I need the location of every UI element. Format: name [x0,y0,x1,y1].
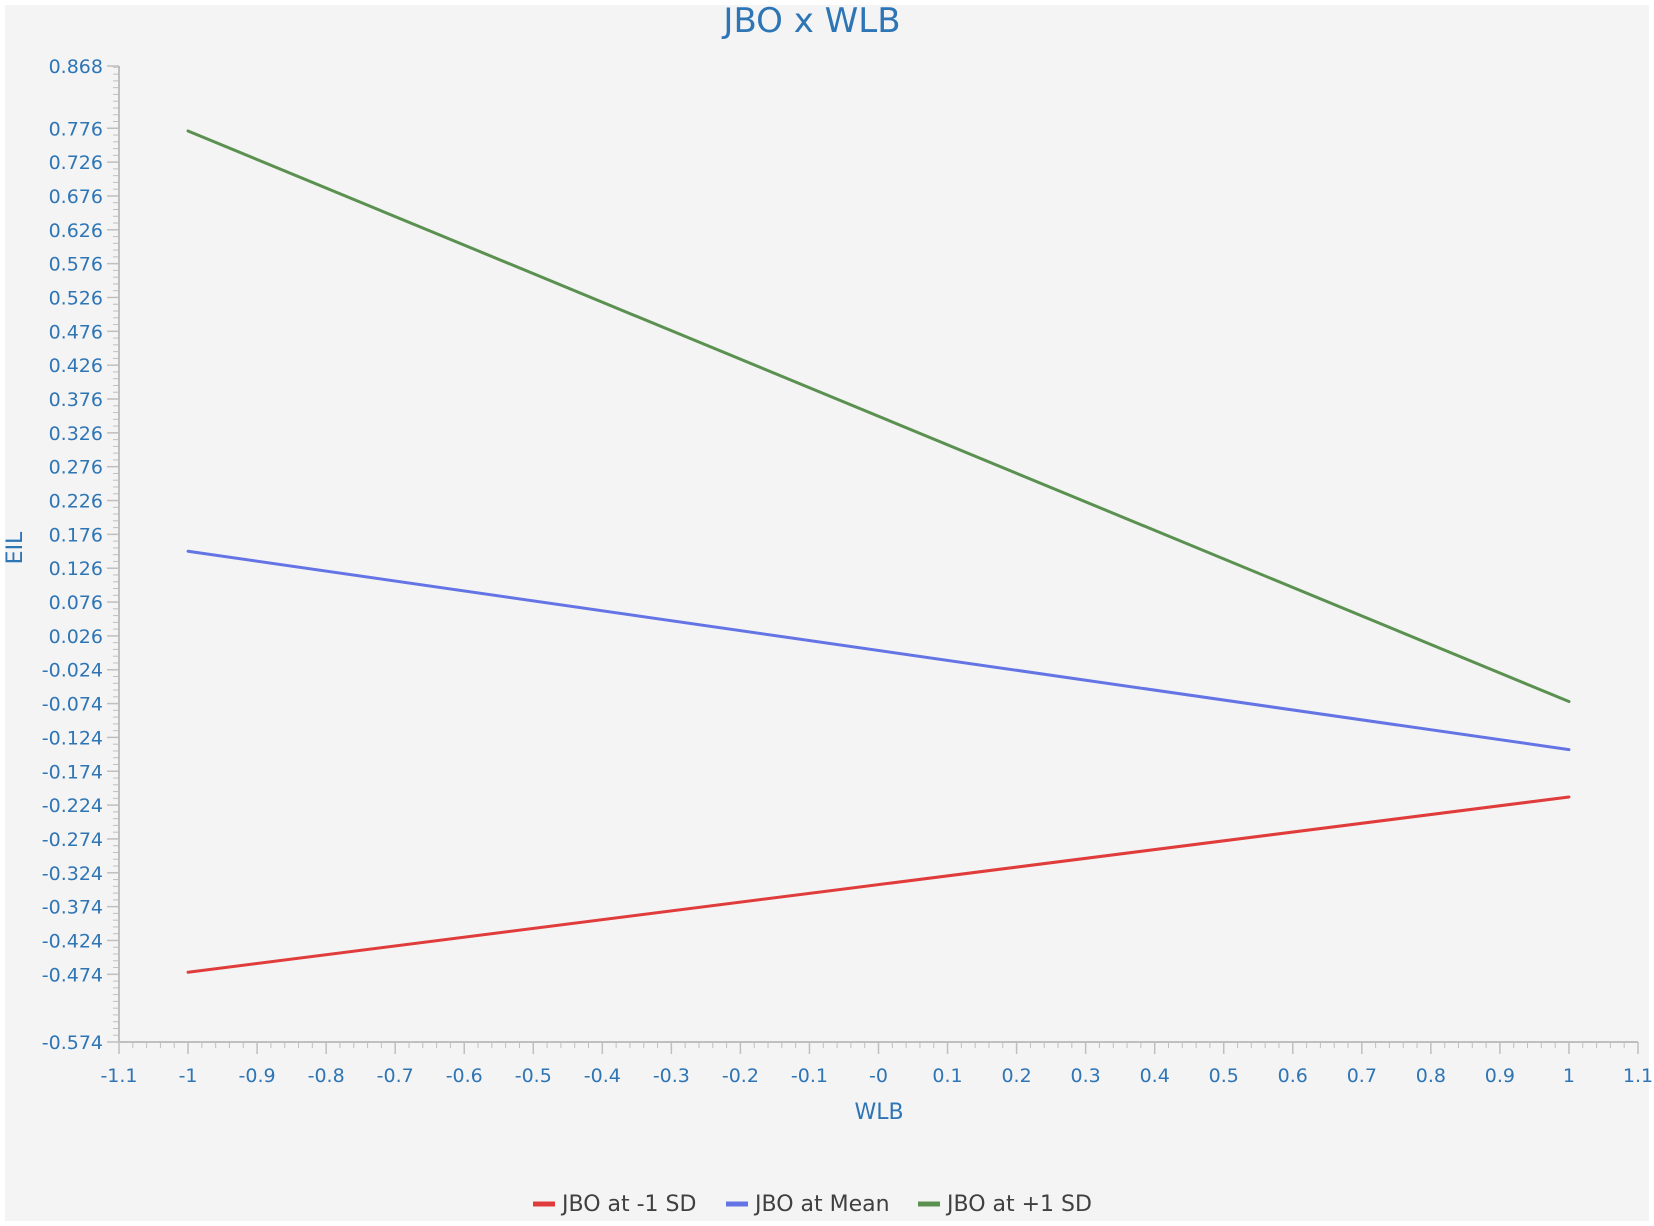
y-tick-label: 0.376 [49,389,103,411]
y-tick-label: -0.424 [42,930,103,952]
x-tick-label: 0.9 [1485,1065,1515,1087]
x-tick-label: -0.8 [308,1065,345,1087]
x-tick-label: -0.7 [377,1065,414,1087]
y-tick-label: 0.626 [49,220,103,242]
y-tick-label: 0.476 [49,321,103,343]
legend-label-3: JBO at +1 SD [945,1192,1092,1217]
y-tick-label: -0.174 [42,761,103,783]
y-tick-label: 0.276 [49,457,103,479]
x-tick-label: -1 [179,1065,198,1087]
y-tick-label: 0.076 [49,592,103,614]
x-tick-label: 0.3 [1071,1065,1101,1087]
x-tick-label: -0.6 [446,1065,483,1087]
y-tick-label: -0.474 [42,964,103,986]
x-tick-label: 0.6 [1278,1065,1308,1087]
x-tick-label: -0.3 [653,1065,690,1087]
x-tick-label: 0.7 [1347,1065,1377,1087]
y-tick-label: 0.676 [49,186,103,208]
y-tick-label: 0.176 [49,524,103,546]
y-axis-label: EIL [3,531,28,564]
legend-label-2: JBO at Mean [753,1192,890,1217]
x-tick-label: 0.1 [932,1065,962,1087]
legend-label-1: JBO at -1 SD [560,1192,696,1217]
x-tick-label: 0.8 [1416,1065,1446,1087]
y-tick-label: 0.026 [49,626,103,648]
y-tick-label: -0.074 [42,694,103,716]
y-tick-label: -0.324 [42,863,103,885]
y-tick-label: -0.274 [42,829,103,851]
y-tick-label: -0.124 [42,727,103,749]
x-tick-label: 0.2 [1001,1065,1031,1087]
y-axis: 0.868 0.776 0.726 0.676 0.626 0.576 0.526 0.476… [42,56,120,1054]
x-axis: -1.1 -1 -0.9 -0.8 -0.7 -0.6 -0.5 -0.4 -0.3 -0.2 -0… [100,1041,1653,1087]
y-tick-label: 0.426 [49,355,103,377]
x-tick-label: 1 [1563,1065,1575,1087]
y-tick-label: 0.726 [49,152,103,174]
y-tick-label: -0.224 [42,795,103,817]
chart-title: JBO x WLB [721,1,900,41]
series-line-2 [186,549,1571,752]
series-line-1 [186,795,1571,974]
x-tick-label: -0.9 [239,1065,276,1087]
x-tick-label: -0.1 [791,1065,828,1087]
x-tick-label: -0.2 [722,1065,759,1087]
x-tick-label: 0.4 [1140,1065,1170,1087]
x-tick-label: -0 [869,1065,888,1087]
y-tick-label: 0.526 [49,287,103,309]
x-tick-label: 0.5 [1209,1065,1239,1087]
y-tick-label: 0.326 [49,423,103,445]
y-tick-label: -0.374 [42,897,103,919]
chart-background [5,5,1649,1221]
y-tick-label: 0.776 [49,118,103,140]
y-tick-label: 0.226 [49,491,103,513]
y-tick-label: 0.868 [49,56,103,78]
x-tick-label: -0.4 [584,1065,621,1087]
legend: JBO at -1 SD JBO at Mean JBO at +1 SD [533,1192,1092,1217]
x-axis-label: WLB [854,1100,903,1125]
y-tick-label: -0.574 [42,1032,103,1054]
y-tick-label: -0.024 [42,660,103,682]
x-tick-label: -1.1 [100,1065,137,1087]
x-tick-label: -0.5 [515,1065,552,1087]
y-tick-label: 0.126 [49,558,103,580]
y-tick-label: 0.576 [49,254,103,276]
series-layer [186,129,1571,974]
x-tick-label: 1.1 [1623,1065,1653,1087]
series-line-3 [186,129,1571,704]
